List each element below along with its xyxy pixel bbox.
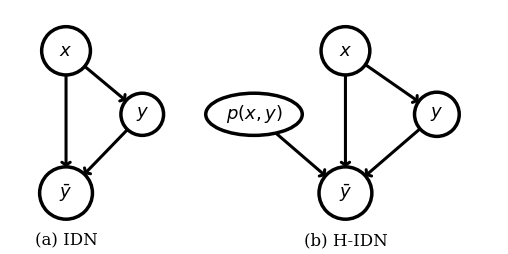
Ellipse shape (40, 167, 92, 219)
Ellipse shape (42, 27, 90, 75)
Text: (a) IDN: (a) IDN (35, 233, 98, 250)
Text: $y$: $y$ (136, 105, 149, 123)
Ellipse shape (121, 93, 164, 135)
Text: (b) H-IDN: (b) H-IDN (304, 233, 387, 250)
Text: $\bar{y}$: $\bar{y}$ (339, 182, 352, 204)
Ellipse shape (206, 93, 302, 135)
Text: $x$: $x$ (339, 42, 352, 60)
Text: $p(x,y)$: $p(x,y)$ (226, 103, 282, 125)
Text: $y$: $y$ (430, 105, 443, 123)
Ellipse shape (321, 27, 370, 75)
Text: $\bar{y}$: $\bar{y}$ (59, 182, 73, 204)
Text: $x$: $x$ (59, 42, 73, 60)
Ellipse shape (415, 92, 459, 136)
Ellipse shape (319, 167, 372, 219)
